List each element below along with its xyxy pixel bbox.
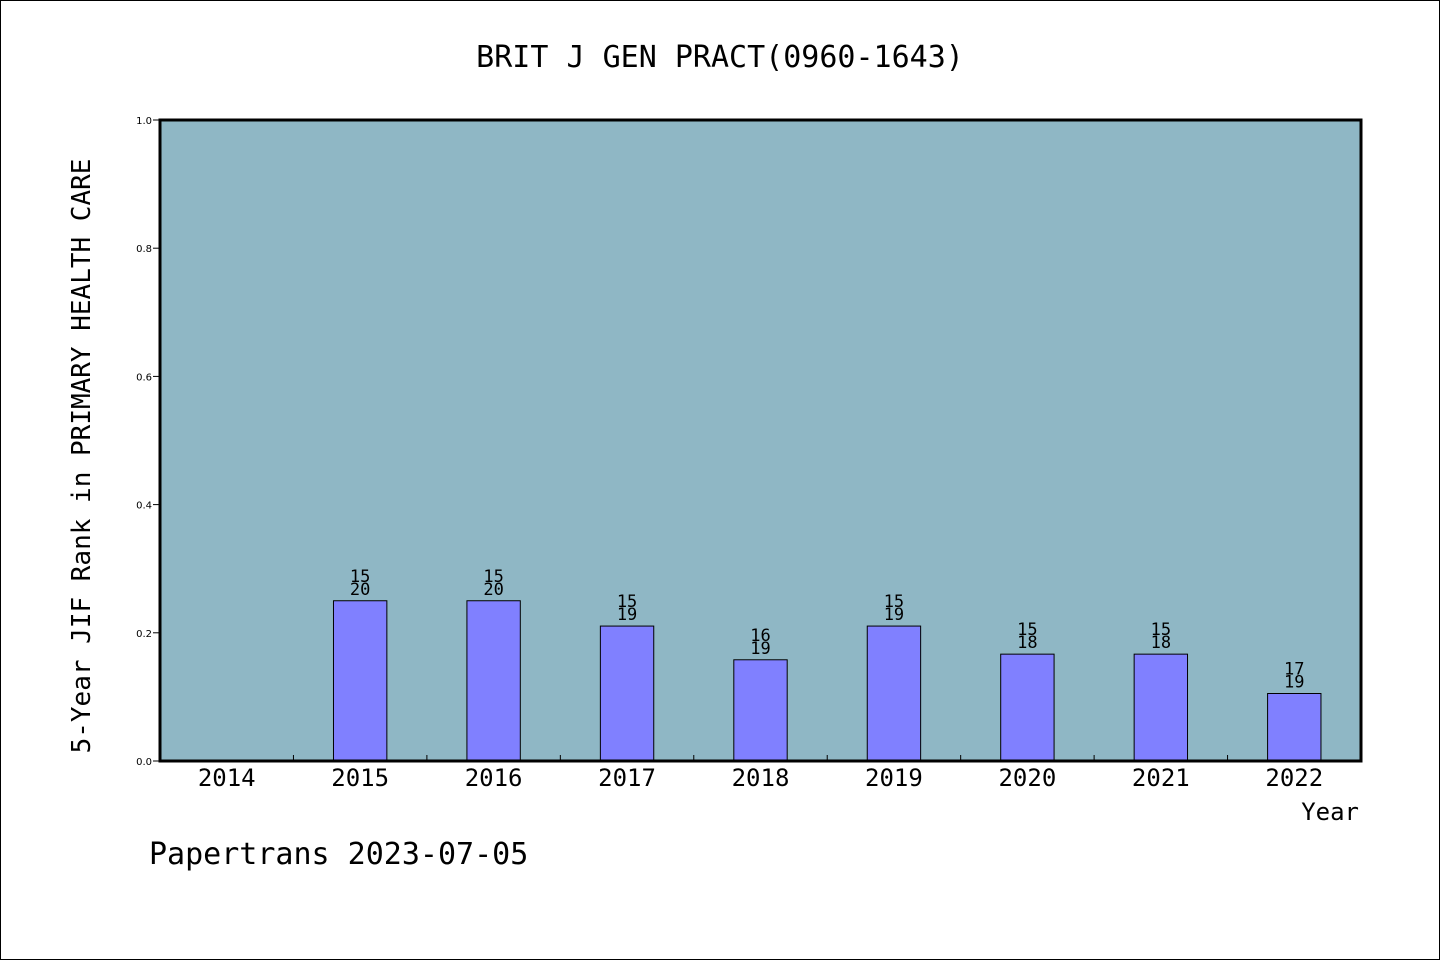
bar-2022 <box>1267 693 1322 762</box>
bar-total-label: 20 <box>350 580 370 600</box>
y-tick-label: 0.6 <box>136 372 152 383</box>
chart-title: BRIT J GEN PRACT(0960-1643) <box>476 40 964 75</box>
x-tick-label: 2017 <box>598 764 656 792</box>
bar-total-label: 19 <box>1284 673 1304 693</box>
bar-2017 <box>599 625 655 762</box>
bar-total-label: 20 <box>483 580 503 600</box>
bar-rank-label: 15 <box>350 567 370 587</box>
x-tick-label: 2021 <box>1132 764 1190 792</box>
x-axis-label: Year <box>1301 798 1359 826</box>
bar-rank-label: 15 <box>1017 620 1037 640</box>
bar-2015 <box>332 600 388 762</box>
x-tick-label: 2020 <box>998 764 1056 792</box>
bar-rank-label: 15 <box>884 592 904 612</box>
x-tick-label: 2018 <box>732 764 790 792</box>
bar-rank-label: 15 <box>617 592 637 612</box>
bar-rank-label: 15 <box>483 567 503 587</box>
y-tick-label: 0.4 <box>136 501 152 512</box>
x-tick-label: 2014 <box>198 764 256 792</box>
bar-rank-label: 16 <box>750 626 770 646</box>
bar-2016 <box>466 600 521 762</box>
y-tick-label: 1.0 <box>136 116 152 127</box>
y-axis-label: 5-Year JIF Rank in PRIMARY HEALTH CARE <box>67 159 97 754</box>
plot-border <box>158 118 1363 763</box>
bar-2021 <box>1133 653 1189 762</box>
x-tick-label: 2019 <box>865 764 923 792</box>
y-tick-label: 0.0 <box>136 757 152 768</box>
x-tick-label: 2016 <box>465 764 523 792</box>
x-tick-label: 2022 <box>1265 764 1323 792</box>
bar-total-label: 19 <box>884 605 904 625</box>
footer-text: Papertrans 2023-07-05 <box>149 837 528 872</box>
bar-rank-label: 17 <box>1284 660 1304 680</box>
x-axis: 2014 2015 2016 2017 2018 2019 2020 2021 2022 <box>198 755 1323 792</box>
y-tick-label: 0.8 <box>136 244 152 255</box>
x-tick-label: 2015 <box>331 764 389 792</box>
bar-2020 <box>1000 653 1055 762</box>
bar-total-label: 19 <box>617 605 637 625</box>
bar-total-label: 18 <box>1151 633 1171 653</box>
y-axis: 0.0 0.2 0.4 0.6 0.8 1.0 <box>136 116 160 768</box>
y-tick-label: 0.2 <box>136 629 152 640</box>
bar-2018 <box>733 659 788 762</box>
bar-rank-label: 15 <box>1151 620 1171 640</box>
bar-total-label: 18 <box>1017 633 1037 653</box>
bar-2019 <box>866 625 922 762</box>
bar-total-label: 19 <box>750 639 770 659</box>
